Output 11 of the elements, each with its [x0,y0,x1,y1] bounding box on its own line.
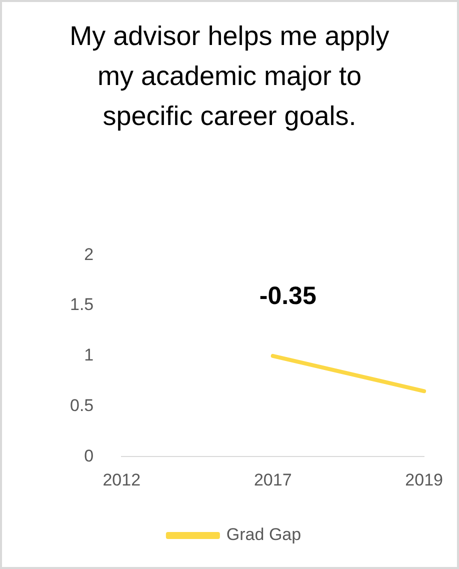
y-tick-label: 2 [84,244,94,264]
y-tick-label: 0.5 [70,396,94,415]
chart-title: My advisor helps me apply my academic major to specific career goals. [68,20,390,133]
x-tick-label: 2017 [254,470,292,490]
y-tick-label: 1.5 [70,295,94,314]
legend-label: Grad Gap [226,525,302,544]
annotation: -0.35 [259,282,316,310]
x-tick-label: 2012 [102,470,141,490]
y-tick-label: 1 [84,346,94,365]
x-tick-label: 2019 [405,470,444,490]
y-tick-label: 0 [84,446,94,466]
